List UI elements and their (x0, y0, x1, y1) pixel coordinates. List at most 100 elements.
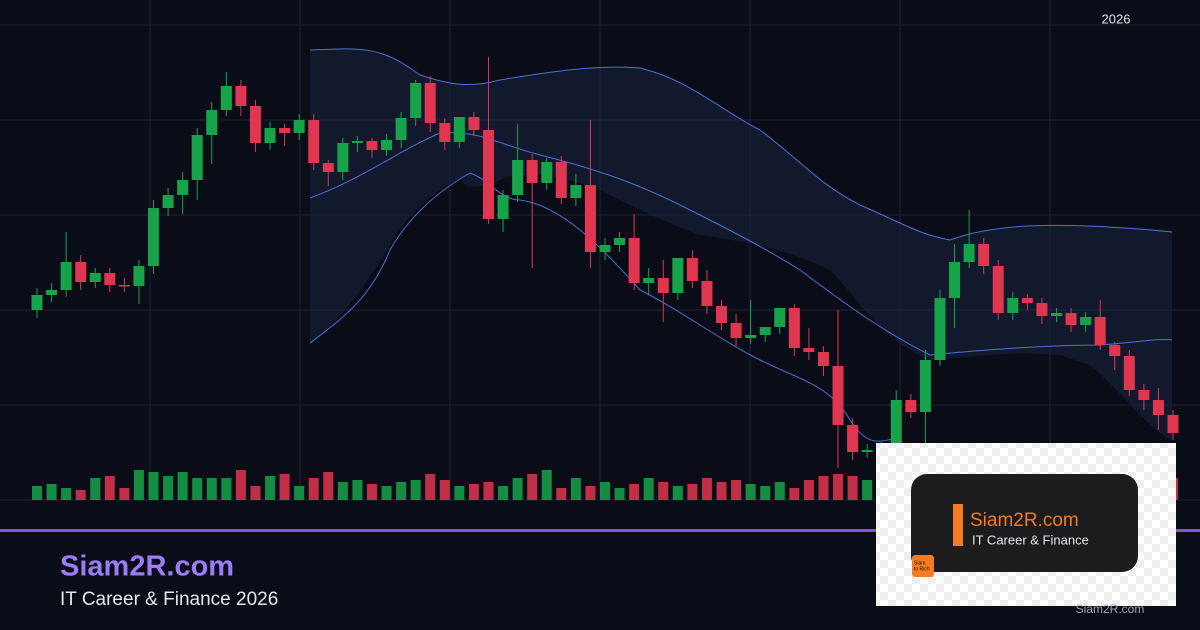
candle-body (279, 128, 291, 133)
volume-bar (731, 480, 742, 500)
candle-body (264, 128, 276, 143)
volume-bar (396, 482, 407, 500)
candle-body (337, 143, 349, 172)
candle-body (643, 278, 655, 283)
candle-body (1094, 317, 1106, 345)
volume-bar (629, 484, 640, 500)
candle-body (31, 295, 43, 310)
candle-body (497, 195, 509, 219)
candle-body (293, 120, 305, 133)
candle-body (133, 266, 145, 286)
volume-bar (600, 482, 610, 500)
volume-bar (294, 486, 305, 500)
divider (0, 529, 1200, 532)
candle-body (847, 425, 859, 452)
brand-name: Siam2R.com (60, 551, 234, 583)
candle-body (351, 141, 363, 143)
logo-badge (912, 555, 934, 577)
candle-body (468, 117, 480, 130)
volume-bar (308, 478, 319, 500)
candle-body (759, 327, 771, 335)
volume-bar (90, 478, 101, 500)
volume-bar (483, 482, 494, 500)
candle-body (439, 123, 451, 142)
candle-body (919, 360, 931, 412)
brand-tagline: IT Career & Finance 2026 (60, 589, 278, 610)
candle-body (832, 366, 844, 425)
candle-body (235, 86, 247, 106)
volume-bar (774, 482, 785, 500)
candle-body (614, 238, 626, 245)
candle-body (861, 450, 873, 452)
volume-bar (337, 482, 348, 500)
volume-bar (570, 478, 581, 500)
volume-bar (833, 474, 844, 500)
candle-body (701, 281, 713, 306)
volume-bar (498, 486, 509, 500)
candle-body (322, 163, 334, 172)
logo-badge-text: Siam (914, 560, 925, 566)
candle-body (482, 130, 494, 219)
candle-body (148, 208, 160, 266)
volume-bar (687, 484, 698, 500)
volume-bar (527, 474, 538, 500)
volume-bar (541, 470, 552, 500)
volume-bar (803, 480, 814, 500)
candle-body (512, 160, 524, 195)
logo-bar (953, 504, 963, 546)
candle-body (395, 118, 407, 140)
candle-body (162, 195, 174, 208)
candle-body (992, 266, 1004, 313)
candle-body (817, 352, 829, 366)
volume-bar (177, 472, 188, 500)
volume-bar (847, 476, 858, 500)
candle-body (410, 83, 422, 118)
volume-bar (46, 484, 57, 500)
candle-body (381, 140, 393, 150)
volume-bar (701, 478, 712, 500)
candle-body (453, 117, 465, 142)
volume-bar (556, 488, 567, 500)
candle-body (308, 120, 320, 163)
volume-bar (235, 470, 246, 500)
volume-bar (265, 476, 276, 500)
volume-bar (381, 486, 392, 500)
candle-body (118, 285, 130, 287)
volume-bar (352, 480, 363, 500)
candle-body (1036, 303, 1048, 316)
volume-bar (760, 486, 771, 500)
candle-body (672, 258, 684, 293)
candle-body (46, 290, 58, 295)
volume-bar (410, 480, 421, 500)
volume-bar (454, 486, 465, 500)
candle-body (628, 238, 640, 283)
volume-bar (206, 478, 217, 500)
candle-body (686, 258, 698, 281)
logo: Siam2R.com IT Career & Finance Siam to R… (876, 443, 1176, 606)
watermark: Siam2R.com (1076, 602, 1145, 616)
candle-body (60, 262, 72, 290)
candle-body (1080, 317, 1092, 325)
volume-bar (672, 486, 683, 500)
bollinger-lower (309, 172, 901, 442)
candle-body (730, 323, 742, 338)
volume-bar (61, 488, 72, 500)
candle-body (424, 83, 436, 123)
volume-bar (192, 478, 203, 500)
volume-bar (104, 476, 115, 500)
candle-body (745, 335, 757, 338)
logo-card (911, 474, 1138, 572)
candle-body (366, 141, 378, 150)
candle-body (177, 180, 189, 195)
candle-body (890, 400, 902, 446)
candle-body (1138, 390, 1150, 400)
candle-body (963, 244, 975, 262)
candle-body (716, 306, 728, 323)
candle-body (1109, 345, 1121, 356)
candle-body (949, 262, 961, 298)
candle-body (584, 185, 596, 252)
candle-body (220, 86, 232, 110)
volume-bar (279, 474, 290, 500)
